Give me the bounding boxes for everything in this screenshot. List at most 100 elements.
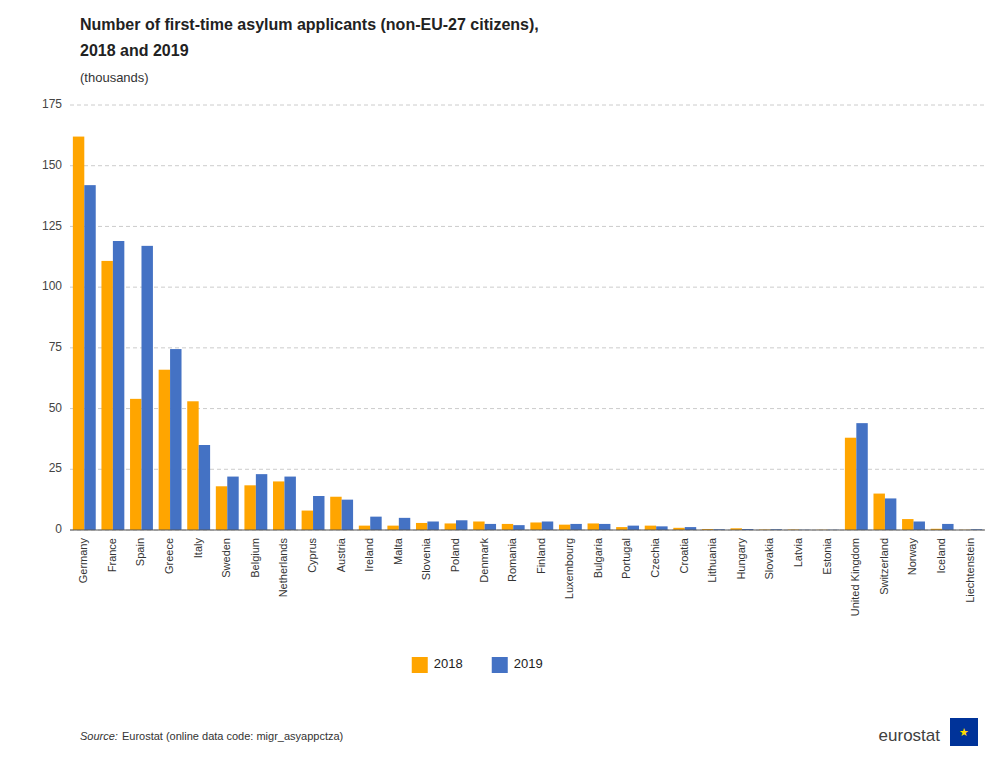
x-tick-label: Greece (163, 538, 175, 574)
bar (416, 523, 427, 530)
y-tick-label: 75 (49, 340, 63, 354)
x-tick-label: Austria (335, 537, 347, 572)
x-tick-label: Norway (906, 538, 918, 576)
x-tick-label: Iceland (935, 538, 947, 573)
grid-line (70, 226, 985, 227)
source-label: Source: (80, 730, 118, 742)
x-tick-label: Slovakia (763, 537, 775, 579)
x-tick-label: France (106, 538, 118, 572)
x-tick-label: Luxembourg (563, 538, 575, 599)
bar (559, 525, 570, 530)
bar (873, 494, 884, 530)
bar (399, 518, 410, 530)
y-tick-label: 25 (49, 461, 63, 475)
x-tick-label: Portugal (620, 538, 632, 579)
x-tick-label: Latvia (792, 537, 804, 567)
bar (170, 349, 181, 530)
bar (902, 519, 913, 530)
bar (427, 522, 438, 531)
bar (141, 246, 152, 530)
bar (370, 517, 381, 530)
grid-line (70, 287, 985, 288)
x-tick-label: Ireland (363, 538, 375, 572)
bars (73, 137, 982, 530)
logo-star: ★ (959, 726, 969, 738)
x-tick-label: Poland (449, 538, 461, 572)
bar (845, 438, 856, 530)
x-tick-label: Cyprus (306, 538, 318, 573)
legend: 2018 2019 (412, 656, 543, 673)
grid-line (70, 165, 985, 166)
bar (273, 481, 284, 530)
x-tick-label: Belgium (249, 538, 261, 578)
bar (656, 526, 667, 530)
x-tick-label: Liechtenstein (964, 538, 976, 603)
chart: Number of first-time asylum applicants (… (0, 0, 1001, 757)
y-tick-label: 0 (55, 522, 62, 536)
bar (227, 477, 238, 530)
bar (445, 523, 456, 530)
bar (645, 526, 656, 530)
x-tick-label: Italy (192, 538, 204, 559)
grid-line (70, 408, 985, 409)
x-tick-label: Bulgaria (592, 537, 604, 578)
bar (342, 500, 353, 530)
x-tick-label: Switzerland (878, 538, 890, 595)
x-tick-label: Hungary (735, 538, 747, 580)
bar (130, 399, 141, 530)
bar (113, 241, 124, 530)
bar (856, 423, 867, 530)
bar (914, 522, 925, 531)
logo (950, 718, 978, 746)
y-tick-label: 100 (42, 279, 62, 293)
x-tick-label: Estonia (821, 537, 833, 575)
grid-line (70, 105, 985, 106)
bar (359, 526, 370, 530)
bar (387, 526, 398, 530)
bar (542, 522, 553, 531)
bar (244, 485, 255, 530)
background (0, 0, 1001, 757)
branding: eurostat (879, 726, 941, 745)
legend-swatch (412, 657, 428, 673)
x-tick-label: United Kingdom (849, 538, 861, 616)
x-tick-label: Sweden (220, 538, 232, 578)
x-axis-line (70, 530, 985, 531)
x-tick-label: Romania (506, 537, 518, 582)
bar (330, 497, 341, 530)
bar (187, 401, 198, 530)
x-tick-label: Malta (392, 537, 404, 565)
bar (256, 474, 267, 530)
bar (513, 525, 524, 530)
x-tick-label: Spain (134, 538, 146, 566)
source-text: Eurostat (online data code: migr_asyappc… (122, 730, 343, 742)
bar (456, 520, 467, 530)
x-tick-label: Czechia (649, 537, 661, 578)
y-tick-label: 50 (49, 401, 63, 415)
y-tick-label: 150 (42, 158, 62, 172)
bar (313, 496, 324, 530)
bar (628, 526, 639, 530)
x-tick-label: Finland (535, 538, 547, 574)
bar (199, 445, 210, 530)
bar (588, 523, 599, 530)
bar (485, 524, 496, 530)
bar (473, 522, 484, 531)
legend-label: 2018 (434, 656, 463, 671)
bar (885, 498, 896, 530)
bar (216, 486, 227, 530)
grid-line (70, 347, 985, 348)
x-tick-label: Lithuania (706, 537, 718, 583)
legend-label: 2019 (514, 656, 543, 671)
title: Number of first-time asylum applicants (… (80, 16, 539, 33)
subtitle: (thousands) (80, 70, 149, 85)
grid (70, 105, 985, 530)
x-tick-label: Netherlands (277, 538, 289, 598)
bar (502, 524, 513, 530)
x-tick-label: Croatia (678, 537, 690, 573)
grid-line (70, 530, 985, 531)
x-tick-label: Denmark (478, 538, 490, 583)
bar (84, 185, 95, 530)
legend-swatch (492, 657, 508, 673)
bar (101, 261, 112, 530)
